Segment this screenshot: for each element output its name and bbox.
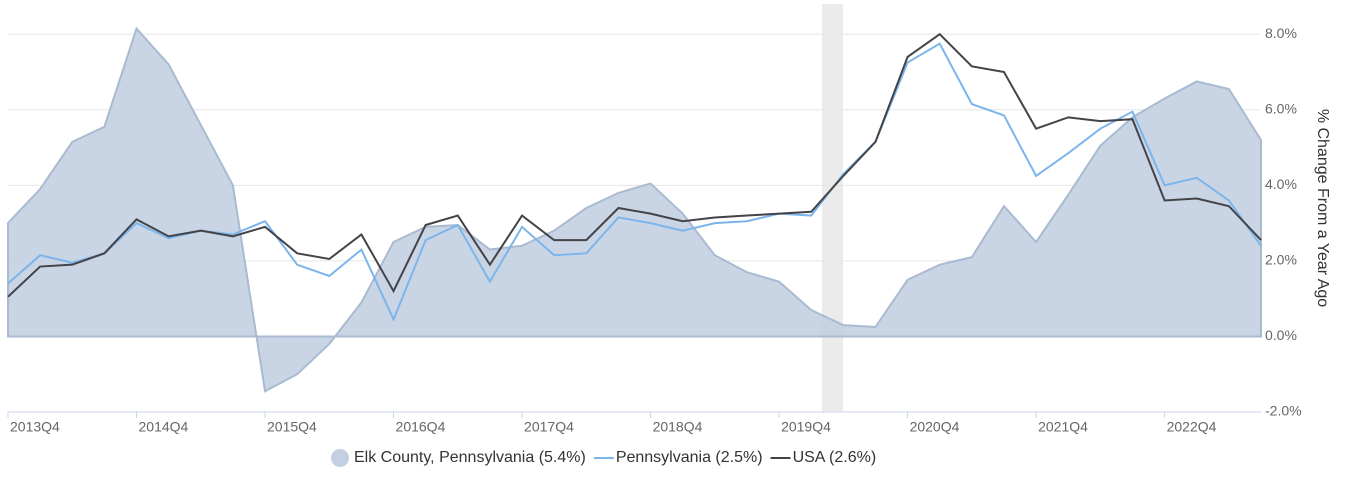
legend-marker — [331, 449, 349, 467]
y-tick-label: 0.0% — [1265, 327, 1297, 343]
line — [7, 32, 1262, 298]
y-tick-label: 8.0% — [1265, 25, 1297, 41]
x-tick-label: 2016Q4 — [396, 419, 446, 435]
y-tick-label: 6.0% — [1265, 100, 1297, 116]
x-tick-label: 2013Q4 — [10, 419, 60, 435]
x-tick-label: 2014Q4 — [139, 419, 189, 435]
y-axis-label: % Change From a Year Ago — [1314, 109, 1331, 307]
x-tick-label: 2017Q4 — [524, 419, 574, 435]
x-tick-label: 2021Q4 — [1038, 419, 1088, 435]
y-tick-label: 4.0% — [1265, 176, 1297, 192]
x-tick-label: 2015Q4 — [267, 419, 317, 435]
legend-label: Elk County, Pennsylvania (5.4%) — [354, 449, 586, 466]
y-tick-label: 2.0% — [1265, 252, 1297, 268]
x-tick-label: 2018Q4 — [653, 419, 703, 435]
recession-band — [822, 4, 843, 412]
legend-label: USA (2.6%) — [793, 449, 877, 466]
x-tick-label: 2020Q4 — [910, 419, 960, 435]
x-tick-label: 2019Q4 — [781, 419, 831, 435]
y-tick-label: -2.0% — [1265, 403, 1302, 419]
legend-label: Pennsylvania (2.5%) — [616, 449, 763, 466]
x-tick-label: 2022Q4 — [1167, 419, 1217, 435]
